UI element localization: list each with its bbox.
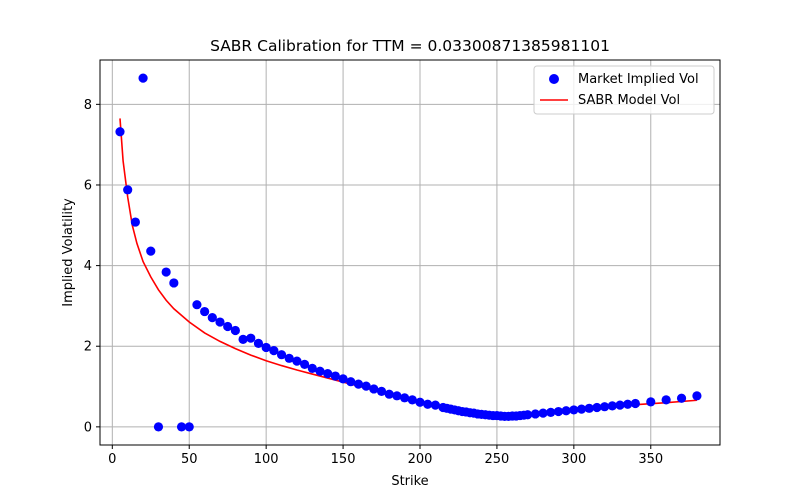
market-vol-point [200,306,210,317]
market-vol-point [546,407,556,417]
market-vol-point [415,397,425,407]
legend-marker-market [549,74,559,84]
x-tick-label: 50 [181,452,198,467]
market-vol-point [230,325,240,336]
market-vol-point [553,406,564,417]
grid-lines [100,60,720,445]
market-vol-point [169,278,179,288]
legend: Market Implied Vol SABR Model Vol [533,65,715,115]
x-tick-label: 0 [108,452,116,467]
x-tick-label: 150 [331,452,356,467]
market-vol-point [623,399,633,409]
market-vol-point [369,384,379,394]
market-vol-point [238,334,248,344]
market-vol-point [123,185,133,195]
market-vol-point [530,409,540,419]
market-vol-point [538,408,548,418]
market-vol-point [592,402,602,413]
market-vol-point [523,410,533,420]
x-tick-label: 300 [561,452,586,467]
legend-label-model: SABR Model Vol [578,93,680,108]
x-tick-label: 100 [254,452,279,467]
market-vol-point [423,399,433,409]
market-vol-point [661,395,671,405]
market-vol-point [184,422,194,432]
market-vol-point [392,391,402,401]
market-vol-point [646,397,656,407]
y-tick-label: 2 [84,340,92,355]
y-axis-label: Implied Volatility [61,198,76,307]
x-tick-label: 350 [638,452,663,467]
y-tick-label: 4 [84,259,92,274]
market-vol-point [630,398,640,409]
market-points-layer [115,73,702,432]
market-vol-point [576,404,587,414]
market-vol-point [261,342,271,353]
market-vol-point [161,267,171,277]
market-vol-point [584,403,594,413]
market-vol-point [130,217,140,227]
x-tick-label: 250 [485,452,510,467]
market-vol-point [615,400,625,410]
chart-title: SABR Calibration for TTM = 0.03300871385… [210,37,610,55]
axis-ticks: 0 50 100 150 200 250 300 350 0 2 4 6 8 [84,98,663,467]
market-vol-point [192,300,202,310]
market-vol-point [607,401,617,411]
market-vol-point [330,371,340,381]
x-tick-label: 200 [408,452,433,467]
market-vol-point [284,353,294,363]
y-tick-label: 8 [84,98,92,113]
market-vol-point [346,377,356,387]
plot-frame [99,59,721,446]
market-vol-point [269,346,279,356]
market-vol-point [315,366,325,376]
market-vol-point [561,406,571,416]
market-vol-point [323,369,333,379]
market-vol-point [430,400,440,410]
market-vol-point [384,389,394,399]
market-vol-point [207,313,217,323]
market-vol-point [600,402,610,412]
market-vol-point [215,317,225,327]
market-vol-point [338,374,348,384]
legend-box [533,65,715,115]
market-vol-point [176,422,187,432]
market-vol-point [361,381,371,391]
legend-label-market: Market Implied Vol [578,72,699,87]
market-vol-point [569,405,579,415]
market-vol-point [246,333,256,343]
market-vol-point [376,386,387,396]
y-tick-label: 6 [84,178,92,193]
market-vol-point [353,379,364,389]
market-vol-point [146,246,156,256]
market-vol-point [115,127,125,137]
y-tick-label: 0 [84,420,92,435]
x-axis-label: Strike [391,474,428,489]
market-vol-point [276,350,287,360]
market-vol-point [676,393,687,403]
market-vol-point [153,422,164,432]
market-vol-point [400,393,410,403]
market-vol-point [138,73,148,83]
market-vol-point [300,359,310,369]
market-vol-point [407,395,417,405]
market-vol-point [692,391,702,401]
market-vol-point [292,356,302,366]
market-vol-point [307,363,317,373]
market-vol-point [223,321,233,332]
market-vol-point [253,338,264,349]
